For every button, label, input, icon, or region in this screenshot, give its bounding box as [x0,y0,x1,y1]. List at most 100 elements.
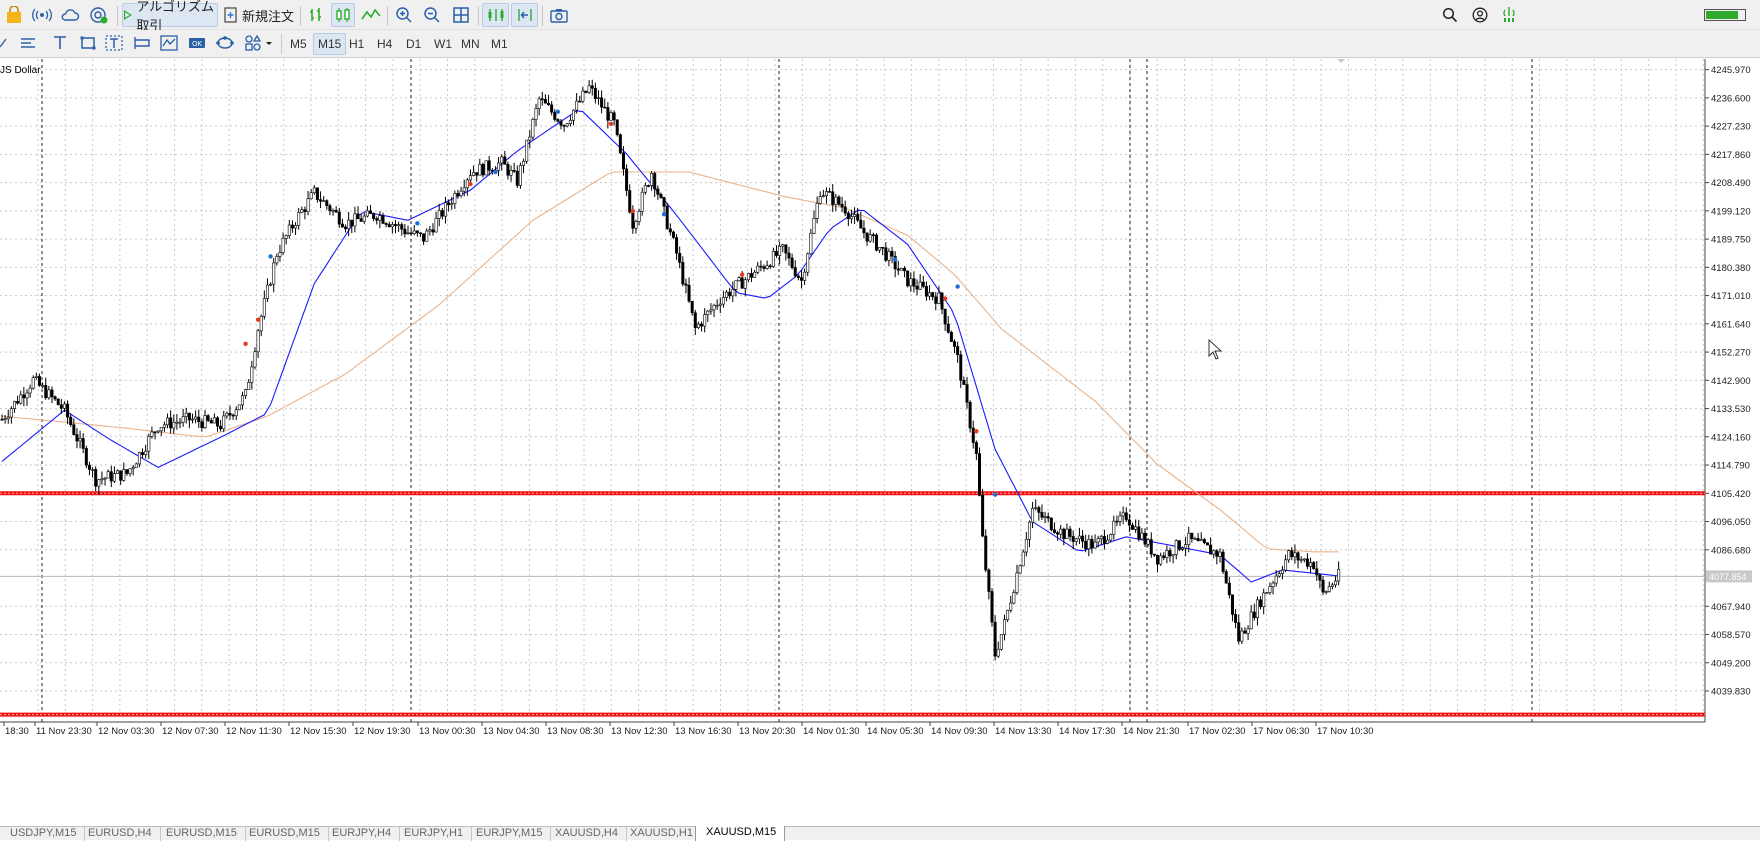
new-order-icon [224,7,237,23]
timeframe-m1-button[interactable]: M1 [491,37,508,51]
candle-body [712,304,716,311]
candle-body [312,187,316,194]
more-shapes-dropdown-icon[interactable] [242,31,276,55]
candle-body [899,267,903,271]
candle-body [946,323,950,333]
price-label-tool-icon[interactable] [130,31,154,55]
horizontal-levels [0,491,1705,717]
chart-tab[interactable]: EURUSD,M15 [156,827,246,841]
crosshair-tool-icon[interactable] [0,31,8,55]
candle-body [269,283,273,286]
timeframe-m15-button[interactable]: M15 [313,33,347,55]
market-bag-icon[interactable] [2,3,26,27]
candle-body [309,192,313,200]
chart-tab[interactable]: EURJPY,H1 [394,827,473,841]
candle-body [1006,609,1010,621]
candle-body [472,172,476,176]
chart-tab[interactable]: EURJPY,H4 [322,827,401,841]
candle-body [1240,630,1244,642]
candle-body [144,450,148,455]
algo-trading-button[interactable]: アルゴリズム取引 [122,0,218,33]
candle-body [859,219,863,229]
candle-body [771,251,775,267]
cloud-icon[interactable] [58,3,82,27]
vps-icon[interactable] [86,3,112,27]
candle-body [1259,599,1263,608]
indicator-chart-tool-icon[interactable] [157,31,181,55]
candle-body [431,229,435,233]
candle-body [1277,573,1281,577]
timeframe-m5-button[interactable]: M5 [290,37,307,51]
timeframe-h1-button[interactable]: H1 [349,37,365,51]
text-tool-icon[interactable] [48,31,72,55]
candle-body [47,389,51,399]
candle-body [856,214,860,221]
chart-tab[interactable]: USDJPY,M15 [0,827,86,841]
tile-windows-icon[interactable] [449,3,473,27]
candlestick-chart-icon[interactable] [331,3,355,27]
candle-body [1212,550,1216,555]
candle-body [153,431,157,434]
timeframe-w1-button[interactable]: W1 [434,37,452,51]
horizontal-lines-tool-icon[interactable] [16,31,40,55]
timeframe-h4-button[interactable]: H4 [377,37,393,51]
timeframe-mn-button[interactable]: MN [461,37,480,51]
price-tick-label: 4096.050 [1711,517,1751,528]
rectangle-tool-icon[interactable] [76,31,100,55]
candle-body [662,197,666,207]
candle-body [69,416,73,425]
candle-body [1218,551,1222,557]
chart-shift-icon[interactable] [482,3,509,27]
buy-signal-marker [992,492,998,497]
chart-tab[interactable]: EURJPY,M15 [466,827,552,841]
line-chart-icon[interactable] [359,3,383,27]
candle-body [843,206,847,214]
shape-tool-icon[interactable] [213,31,237,55]
zoom-out-icon[interactable] [420,3,444,27]
candle-body [1071,536,1075,542]
signals-icon[interactable] [30,3,54,27]
candle-body [721,297,725,305]
bar-chart-icon[interactable] [304,3,328,27]
account-icon[interactable] [1468,3,1492,27]
new-order-button[interactable]: 新規注文 [222,3,296,27]
candle-body [1318,574,1322,581]
candle-body [1243,630,1247,634]
chart-tab[interactable]: XAUUSD,H4 [545,827,627,841]
candle-body [984,535,988,571]
main-toolbar: アルゴリズム取引 新規注文 [0,0,1760,33]
candle-body [53,396,57,400]
time-tick-label: 18:30 [5,726,29,737]
candle-body [1174,540,1178,555]
screenshot-icon[interactable] [547,3,571,27]
candle-body [1302,558,1306,561]
candle-body [981,495,985,537]
chart-tab[interactable]: EURUSD,M15 [239,827,329,841]
candle-body [796,275,800,278]
candle-body [468,175,472,181]
candle-body [968,402,972,429]
candle-body [125,469,129,474]
search-icon[interactable] [1438,3,1462,27]
candle-body [122,469,126,481]
price-tick-label: 4171.010 [1711,291,1751,302]
text-label-tool-icon[interactable] [102,31,126,55]
zoom-in-icon[interactable] [392,3,416,27]
candle-body [1205,542,1209,546]
price-chart[interactable]: 4245.970 4236.600 4227.230 4217.860 4208.490… [0,59,1760,806]
candle-body [565,123,569,127]
auto-scroll-icon[interactable] [511,3,538,27]
candle-body [921,281,925,287]
candle-body [1127,519,1131,526]
candle-body [197,416,201,423]
candle-body [1112,520,1116,535]
ok-button-tool-icon[interactable]: OK [185,31,209,55]
candle-body [1230,594,1234,615]
chart-tab[interactable]: XAUUSD,M15 [695,826,786,841]
candle-body [150,431,154,437]
chart-tab[interactable]: EURUSD,H4 [78,827,161,841]
candle-body [1049,517,1053,531]
chart-tab[interactable]: XAUUSD,H1 [620,827,702,841]
candle-body [81,438,85,449]
timeframe-d1-button[interactable]: D1 [406,37,422,51]
